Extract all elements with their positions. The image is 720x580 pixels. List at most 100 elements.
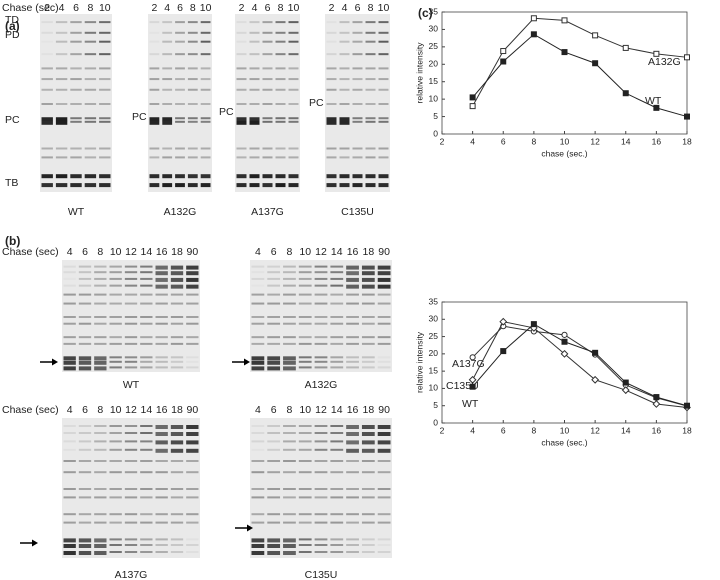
x-tick-label: 12 [590,425,600,435]
gel-band [63,471,76,474]
gel-band [361,488,375,490]
gel-band [352,147,363,150]
gel-band [78,271,92,274]
gel-band [162,174,173,179]
gel-band [267,277,281,280]
gel-band [361,322,375,325]
lane-label: 2 [44,2,50,14]
gel-band [283,336,296,339]
gel-band [298,496,312,499]
gel-band [314,366,328,369]
gel-band [162,78,173,81]
gel-band [155,360,168,363]
gel-band [236,40,247,43]
gel-band [94,471,107,474]
gel-band [170,448,184,453]
gel-band [377,322,391,325]
gel-band [140,488,153,490]
y-tick-label: 20 [429,59,439,69]
gel-band [186,460,199,462]
gel-band [262,21,273,24]
gel-band [339,21,350,24]
gel-band [175,88,185,91]
gel-band [84,78,97,81]
gel-band [187,120,198,123]
gel-band [236,78,247,81]
gel-band [124,488,138,490]
gel-band [339,183,350,188]
gel-band [84,117,97,120]
marker [561,17,568,24]
gel-band [109,432,122,434]
gel-band [283,302,296,305]
gel-band [200,40,211,43]
gel-band [175,40,185,43]
gel-band [63,538,76,543]
gel-band [175,103,185,105]
gel-band [377,342,391,345]
gel-band [326,120,337,125]
gel-band [162,103,173,105]
gel-band [109,342,122,345]
gel-band [267,513,281,516]
gel-band [124,342,138,345]
gel-band [283,432,296,434]
gel-band [155,336,168,339]
lane-label: 8 [278,2,284,14]
gel-band [365,147,376,150]
lane-label: 12 [315,246,327,258]
gel-band [275,156,286,159]
gel-band [314,342,328,345]
gel-band [149,183,160,188]
gel-band [330,271,344,274]
lane-label: 8 [287,404,293,416]
gel-band [84,174,97,179]
gel-band [288,31,299,34]
gel-band [377,360,391,363]
gel-band [186,284,199,289]
gel-band [378,147,389,150]
gel-band [346,488,359,490]
gel-band [283,356,296,361]
gel-band [251,316,265,318]
y-tick-label: 30 [429,24,439,34]
gel-band [170,277,184,282]
marker [684,113,690,120]
gel-band [170,471,184,474]
gel-band [70,88,82,91]
gel-band [70,78,82,81]
gel-band [298,265,312,268]
y-tick-label: 25 [429,331,439,341]
gel-band [283,271,296,274]
gel-band [346,425,359,429]
gel-band [346,460,359,462]
gel-band [275,183,286,188]
marker [530,321,537,328]
lane-label: 90 [186,404,198,416]
gel-band [63,440,76,443]
gel-band [377,432,391,436]
marker [684,54,690,61]
gel-band [55,78,68,81]
x-tick-label: 10 [560,136,570,146]
gel-band [140,271,153,274]
gel-band [283,460,296,462]
gel-band [70,156,82,159]
gel-band [251,342,265,345]
gel-band [346,293,359,296]
lane-label: 10 [299,246,311,258]
gel-band [283,488,296,490]
gel-band [149,117,160,122]
gel-band [267,316,281,318]
gel-band [346,513,359,516]
gel-band [288,78,299,81]
gel-band [124,277,138,280]
gel-band [170,356,184,359]
gel-band [352,40,363,43]
gel-band [63,302,76,305]
gel-band [267,271,281,274]
y-tick-label: 35 [429,6,439,16]
gel-band [99,120,111,123]
gel-band [326,40,337,43]
gel-band [155,448,168,453]
